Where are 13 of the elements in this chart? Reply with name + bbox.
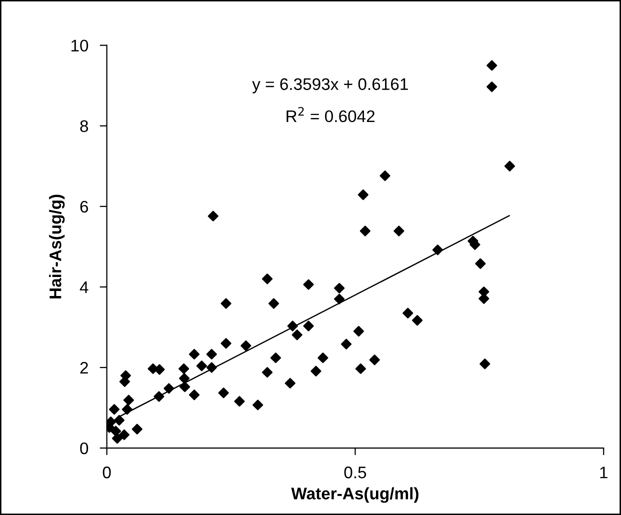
- x-tick-label: 0.5: [344, 466, 366, 478]
- y-tick-label: 4: [80, 282, 88, 293]
- y-tick-label: 0: [80, 442, 88, 454]
- y-tick-label: 10: [71, 40, 88, 52]
- annotation: y = 6.3593x + 0.6161: [252, 78, 408, 94]
- x-tick-label: 0: [102, 466, 111, 478]
- x-axis-title: Water-As(ug/ml): [291, 487, 418, 503]
- annotation: R$^{2}$ = 0.6042: [286, 106, 374, 122]
- y-tick-label: 6: [80, 200, 88, 213]
- y-axis-title: Hair-As(ug/g): [49, 194, 65, 298]
- y-tick-label: 8: [80, 120, 88, 132]
- y-tick-label: 2: [80, 362, 88, 374]
- x-tick-label: 1: [600, 466, 608, 478]
